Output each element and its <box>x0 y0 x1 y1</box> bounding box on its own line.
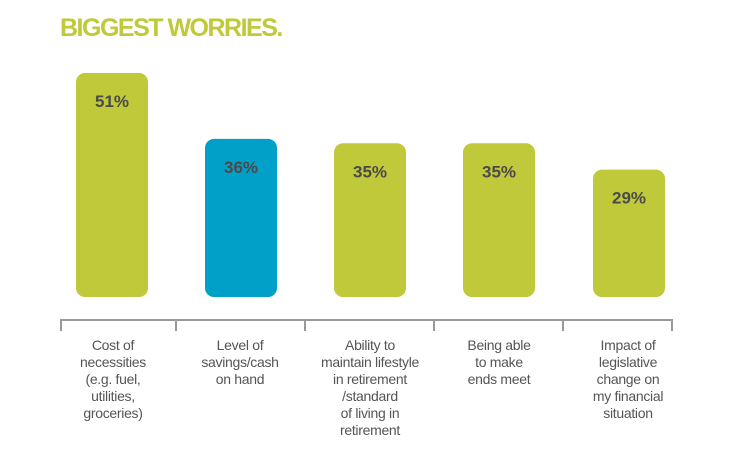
bar <box>334 143 406 297</box>
bar <box>205 138 277 297</box>
bar <box>593 169 665 297</box>
bar <box>76 73 148 297</box>
data-label: 35% <box>482 162 516 181</box>
category-label: Impact of legislative change on my financia… <box>592 337 664 421</box>
data-label: 36% <box>224 158 258 177</box>
category-label: Ability to maintain lifestyle in retiremen… <box>320 337 420 438</box>
bar <box>463 143 535 297</box>
chart-title: BIGGEST WORRIES. <box>60 14 283 42</box>
category-label: Cost of necessities (e.g. fuel, utilities, g… <box>80 337 146 421</box>
data-label: 29% <box>612 189 646 208</box>
data-label: 35% <box>353 162 387 181</box>
category-label: Level of savings/cash on hand <box>201 337 279 387</box>
category-label: Being able to make ends meet <box>467 337 531 387</box>
data-label: 51% <box>95 92 129 111</box>
